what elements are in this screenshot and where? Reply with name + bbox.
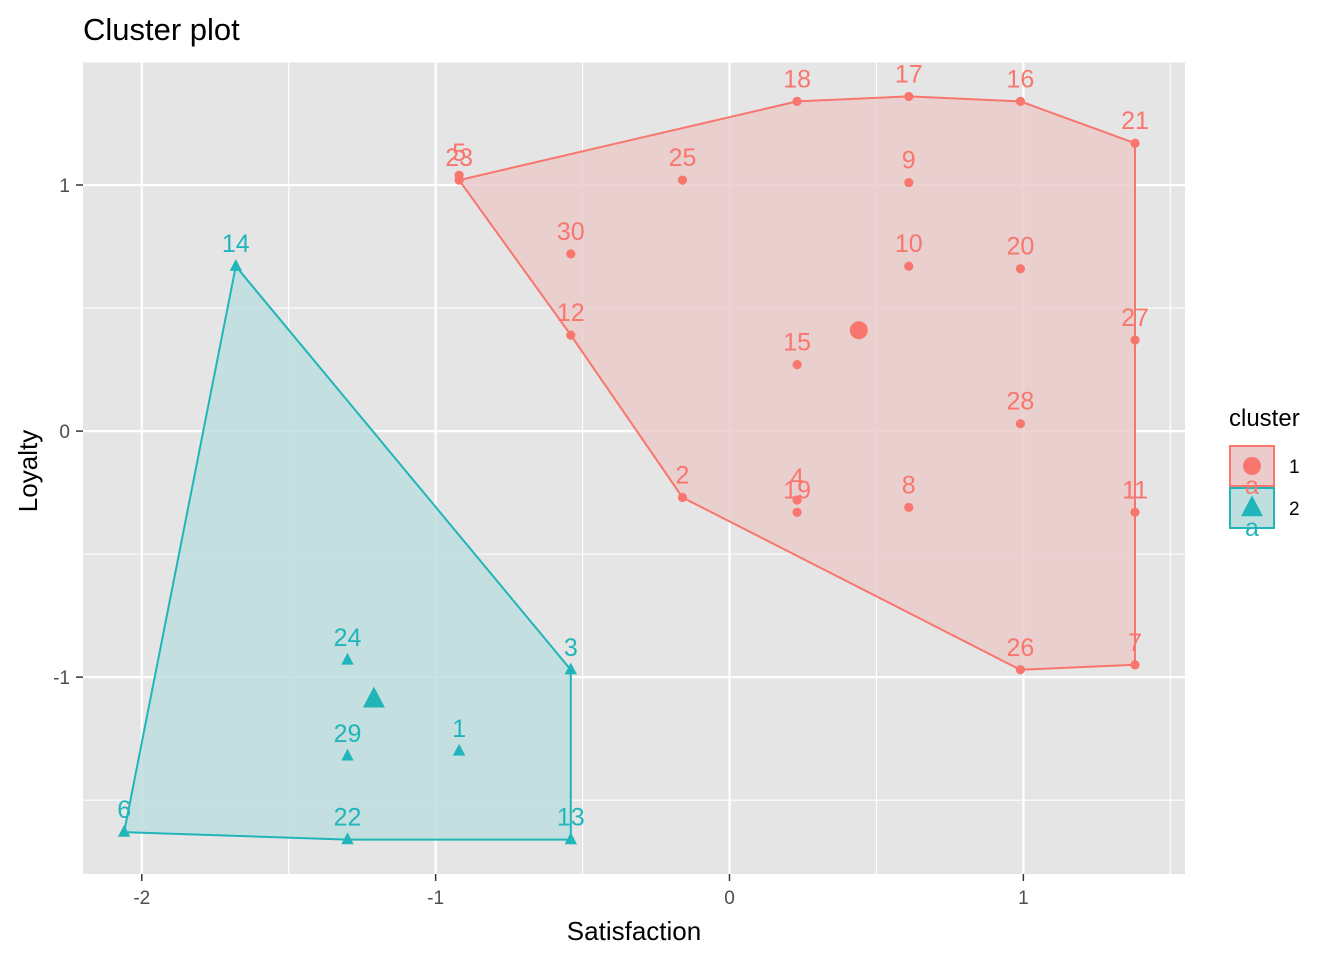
point-10 xyxy=(904,261,914,271)
legend-symbol-2 xyxy=(1241,495,1263,517)
legend-glyph-2: a xyxy=(1245,514,1259,542)
point-14 xyxy=(229,259,242,271)
legend-glyph-1: a xyxy=(1245,472,1259,500)
point-label-1: 1 xyxy=(452,715,466,743)
point-23 xyxy=(454,175,464,185)
x-tick-label: -1 xyxy=(427,888,444,909)
point-label-11: 11 xyxy=(1122,476,1148,504)
x-axis-title: Satisfaction xyxy=(567,916,701,946)
point-label-18: 18 xyxy=(783,65,811,93)
point-7 xyxy=(1130,660,1140,670)
point-16 xyxy=(1015,96,1026,106)
point-label-4: 4 xyxy=(790,464,804,492)
point-30 xyxy=(566,249,576,259)
y-tick-label: -1 xyxy=(53,668,70,689)
point-label-26: 26 xyxy=(1007,634,1035,662)
point-label-9: 9 xyxy=(902,147,916,175)
point-label-19: 19 xyxy=(783,476,811,504)
point-label-10: 10 xyxy=(895,230,923,258)
x-tick-label: 0 xyxy=(724,888,735,909)
point-13 xyxy=(564,832,577,845)
point-29 xyxy=(341,748,354,761)
point-28 xyxy=(1015,419,1026,429)
point-label-12: 12 xyxy=(557,299,585,327)
point-9 xyxy=(904,177,914,188)
point-17 xyxy=(904,91,914,102)
legend-title: cluster xyxy=(1229,405,1300,432)
point-label-6: 6 xyxy=(117,796,131,824)
point-21 xyxy=(1130,138,1140,148)
point-label-22: 22 xyxy=(334,804,362,832)
point-1 xyxy=(452,743,466,756)
point-26 xyxy=(1015,665,1026,675)
point-label-23: 23 xyxy=(445,144,473,172)
point-label-15: 15 xyxy=(783,329,811,357)
point-label-27: 27 xyxy=(1121,304,1149,332)
point-label-28: 28 xyxy=(1007,388,1035,416)
cluster-2-centroid xyxy=(362,686,385,708)
legend-symbol-1 xyxy=(1243,457,1261,475)
point-25 xyxy=(677,175,688,185)
y-axis: -1 0 1 xyxy=(53,176,83,689)
point-24 xyxy=(341,652,354,665)
point-15 xyxy=(792,360,802,370)
point-22 xyxy=(341,832,354,845)
cluster-hulls xyxy=(122,95,1136,841)
chart-title: Cluster plot xyxy=(83,12,240,47)
point-label-7: 7 xyxy=(1128,629,1142,657)
point-label-14: 14 xyxy=(222,230,250,258)
point-8 xyxy=(904,502,914,512)
point-4 xyxy=(792,495,802,505)
point-label-17: 17 xyxy=(895,60,923,88)
y-tick-label: 0 xyxy=(59,422,70,443)
point-27 xyxy=(1130,335,1140,345)
point-label-5: 5 xyxy=(452,139,466,167)
legend: cluster 1 2 aa xyxy=(1229,405,1300,542)
point-label-3: 3 xyxy=(564,634,578,662)
legend-label-2: 2 xyxy=(1289,499,1300,520)
x-tick-label: 1 xyxy=(1018,888,1029,909)
point-label-21: 21 xyxy=(1121,107,1149,135)
y-tick-label: 1 xyxy=(59,176,70,197)
legend-label-1: 1 xyxy=(1289,457,1300,478)
point-12 xyxy=(566,330,576,340)
point-11 xyxy=(1130,507,1140,517)
point-label-25: 25 xyxy=(669,144,697,172)
point-6 xyxy=(117,825,131,837)
point-label-13: 13 xyxy=(557,804,585,832)
point-label-24: 24 xyxy=(334,624,362,652)
point-label-16: 16 xyxy=(1007,65,1035,93)
point-18 xyxy=(792,96,802,106)
y-axis-title: Loyalty xyxy=(13,430,43,512)
point-3 xyxy=(564,662,577,675)
data-points xyxy=(117,91,1140,845)
point-2 xyxy=(677,492,688,503)
point-label-30: 30 xyxy=(557,218,585,246)
cluster-2-hull xyxy=(122,263,572,841)
point-19 xyxy=(792,507,802,517)
point-label-8: 8 xyxy=(902,471,916,499)
point-label-20: 20 xyxy=(1007,233,1035,261)
x-tick-label: -2 xyxy=(133,888,150,909)
cluster-1-hull xyxy=(457,95,1136,671)
point-label-2: 2 xyxy=(676,462,690,490)
cluster-1-centroid xyxy=(849,321,868,340)
x-axis: -2 -1 0 1 xyxy=(133,874,1029,909)
point-20 xyxy=(1015,264,1026,274)
point-label-29: 29 xyxy=(334,720,362,748)
